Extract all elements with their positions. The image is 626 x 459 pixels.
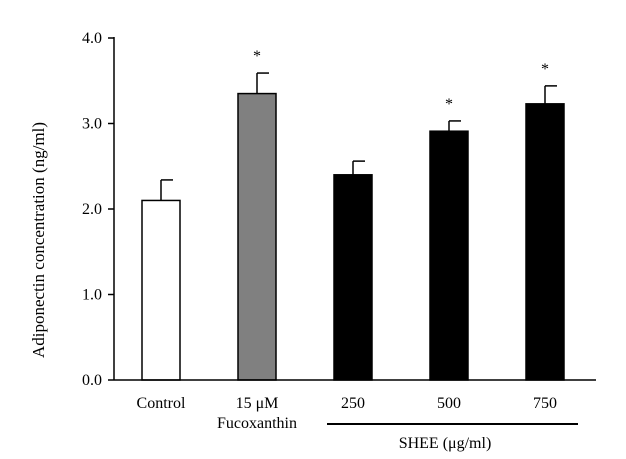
bar xyxy=(333,174,373,381)
bar xyxy=(141,199,181,381)
category-label: 250 xyxy=(341,395,365,412)
significance-star: * xyxy=(541,61,549,78)
y-tick-label: 4.0 xyxy=(82,30,102,47)
significance-star: * xyxy=(445,96,453,113)
bars xyxy=(141,92,565,381)
y-tick-label: 3.0 xyxy=(82,116,102,133)
y-axis-ticks: 0.0 1.0 2.0 3.0 4.0 xyxy=(82,30,114,389)
significance-markers: * * * xyxy=(253,48,549,113)
shee-group-label: SHEE (μg/ml) xyxy=(399,435,492,452)
significance-star: * xyxy=(253,48,261,65)
bar xyxy=(237,92,277,381)
y-tick-label: 0.0 xyxy=(82,372,102,389)
category-label: Control xyxy=(137,395,186,412)
bar xyxy=(525,103,565,381)
bar xyxy=(429,130,469,381)
error-bars xyxy=(160,72,557,201)
category-label: 750 xyxy=(533,395,557,412)
x-axis-category-labels: Control 15 μM Fucoxanthin 250 500 750 xyxy=(137,395,557,432)
category-label: 500 xyxy=(437,395,461,412)
category-label: 15 μM xyxy=(236,395,279,412)
category-sublabel: Fucoxanthin xyxy=(217,415,297,432)
y-tick-label: 2.0 xyxy=(82,201,102,218)
y-tick-label: 1.0 xyxy=(82,287,102,304)
y-axis-label: Adiponectin concentration (ng/ml) xyxy=(29,122,48,358)
